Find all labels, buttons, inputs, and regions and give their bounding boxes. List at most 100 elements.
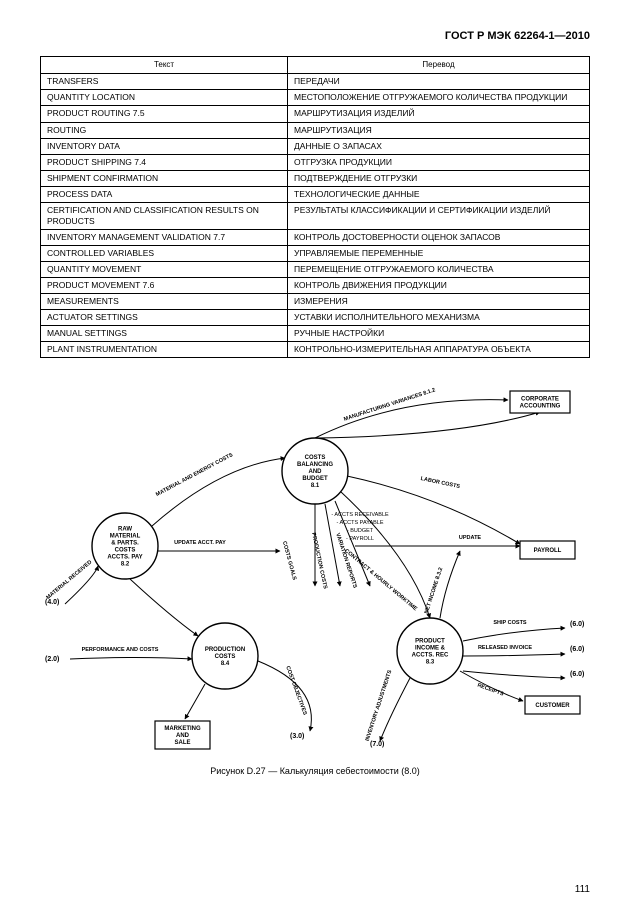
svg-text:PRODUCTION COSTS: PRODUCTION COSTS — [310, 532, 328, 590]
cell-translation: РЕЗУЛЬТАТЫ КЛАССИФИКАЦИИ И СЕРТИФИКАЦИИ … — [288, 202, 590, 229]
svg-text:COSTS GOALS: COSTS GOALS — [281, 541, 297, 582]
table-row: PROCESS DATAТЕХНОЛОГИЧЕСКИЕ ДАННЫЕ — [41, 186, 590, 202]
table-row: ROUTINGМАРШРУТИЗАЦИЯ — [41, 122, 590, 138]
svg-text:& PARTS.: & PARTS. — [111, 541, 139, 547]
cell-translation: КОНТРОЛЬНО-ИЗМЕРИТЕЛЬНАЯ АППАРАТУРА ОБЪЕ… — [288, 342, 590, 358]
svg-text:PERFORMANCE AND COSTS: PERFORMANCE AND COSTS — [82, 647, 159, 653]
svg-text:RECEIPTS: RECEIPTS — [476, 683, 504, 698]
table-row: CONTROLLED VARIABLESУПРАВЛЯЕМЫЕ ПЕРЕМЕНН… — [41, 245, 590, 261]
cell-text: QUANTITY LOCATION — [41, 90, 288, 106]
svg-text:RELEASED INVOICE: RELEASED INVOICE — [478, 645, 532, 651]
cell-text: ACTUATOR SETTINGS — [41, 310, 288, 326]
svg-text:AND: AND — [176, 733, 190, 739]
svg-text:NET INCOME 8.3.2: NET INCOME 8.3.2 — [424, 567, 445, 615]
table-row: CERTIFICATION AND CLASSIFICATION RESULTS… — [41, 202, 590, 229]
cell-translation: ОТГРУЗКА ПРОДУКЦИИ — [288, 154, 590, 170]
svg-text:8.3: 8.3 — [426, 660, 435, 666]
svg-text:INVENTORY ADJUSTMENTS: INVENTORY ADJUSTMENTS — [365, 669, 394, 742]
table-row: SHIPMENT CONFIRMATIONПОДТВЕРЖДЕНИЕ ОТГРУ… — [41, 170, 590, 186]
svg-text:(6.0): (6.0) — [570, 671, 584, 678]
cell-text: TRANSFERS — [41, 74, 288, 90]
cell-text: MANUAL SETTINGS — [41, 326, 288, 342]
col-header-text: Текст — [41, 57, 288, 74]
table-row: PRODUCT ROUTING 7.5МАРШРУТИЗАЦИЯ ИЗДЕЛИЙ — [41, 106, 590, 122]
svg-text:COSTS: COSTS — [305, 455, 326, 461]
svg-text:8.4: 8.4 — [221, 661, 230, 667]
svg-text:8.1: 8.1 — [311, 483, 320, 489]
svg-text:(2.0): (2.0) — [45, 656, 59, 663]
table-row: PRODUCT MOVEMENT 7.6КОНТРОЛЬ ДВИЖЕНИЯ ПР… — [41, 278, 590, 294]
svg-text:- BUDGET: - BUDGET — [347, 528, 374, 534]
cell-translation: ИЗМЕРЕНИЯ — [288, 294, 590, 310]
svg-text:(4.0): (4.0) — [45, 599, 59, 606]
svg-text:PRODUCTION: PRODUCTION — [205, 647, 245, 653]
svg-text:CUSTOMER: CUSTOMER — [535, 703, 570, 709]
cell-translation: ПЕРЕМЕЩЕНИЕ ОТГРУЖАЕМОГО КОЛИЧЕСТВА — [288, 261, 590, 277]
svg-text:MATERIAL AND ENERGY COSTS: MATERIAL AND ENERGY COSTS — [155, 452, 234, 498]
svg-text:SALE: SALE — [174, 740, 190, 746]
svg-text:CORPORATE: CORPORATE — [521, 397, 559, 403]
svg-text:ACCTS. REC: ACCTS. REC — [412, 653, 449, 659]
svg-text:- PAYROLL: - PAYROLL — [346, 536, 374, 542]
table-row: QUANTITY MOVEMENTПЕРЕМЕЩЕНИЕ ОТГРУЖАЕМОГ… — [41, 261, 590, 277]
table-row: INVENTORY DATAДАННЫЕ О ЗАПАСАХ — [41, 138, 590, 154]
cell-translation: ПОДТВЕРЖДЕНИЕ ОТГРУЗКИ — [288, 170, 590, 186]
document-id: ГОСТ Р МЭК 62264-1—2010 — [40, 30, 590, 42]
cell-text: ROUTING — [41, 122, 288, 138]
cell-translation: УСТАВКИ ИСПОЛНИТЕЛЬНОГО МЕХАНИЗМА — [288, 310, 590, 326]
cell-text: INVENTORY DATA — [41, 138, 288, 154]
cell-text: CERTIFICATION AND CLASSIFICATION RESULTS… — [41, 202, 288, 229]
svg-text:(7.0): (7.0) — [370, 741, 384, 748]
svg-text:MATERIAL RECEIVED: MATERIAL RECEIVED — [45, 560, 93, 602]
table-row: PRODUCT SHIPPING 7.4ОТГРУЗКА ПРОДУКЦИИ — [41, 154, 590, 170]
cell-text: QUANTITY MOVEMENT — [41, 261, 288, 277]
svg-text:COSTS: COSTS — [115, 548, 136, 554]
svg-text:MARKETING: MARKETING — [164, 726, 201, 732]
cell-translation: УПРАВЛЯЕМЫЕ ПЕРЕМЕННЫЕ — [288, 245, 590, 261]
svg-text:COST OBJECTIVES: COST OBJECTIVES — [284, 666, 307, 717]
svg-text:SHIP COSTS: SHIP COSTS — [493, 620, 527, 626]
cell-text: PRODUCT ROUTING 7.5 — [41, 106, 288, 122]
cell-text: CONTROLLED VARIABLES — [41, 245, 288, 261]
cell-translation: МАРШРУТИЗАЦИЯ — [288, 122, 590, 138]
svg-text:- ACCTS RECEIVABLE: - ACCTS RECEIVABLE — [331, 512, 389, 518]
cell-translation: ПЕРЕДАЧИ — [288, 74, 590, 90]
svg-text:LABOR COSTS: LABOR COSTS — [420, 476, 461, 490]
svg-text:RAW: RAW — [118, 527, 132, 533]
page-number: 111 — [575, 884, 590, 895]
cell-translation: ДАННЫЕ О ЗАПАСАХ — [288, 138, 590, 154]
table-row: PLANT INSTRUMENTATIONКОНТРОЛЬНО-ИЗМЕРИТЕ… — [41, 342, 590, 358]
svg-text:- ACCTS PAYABLE: - ACCTS PAYABLE — [336, 520, 383, 526]
svg-text:ACCTS. PAY: ACCTS. PAY — [107, 555, 142, 561]
svg-text:(3.0): (3.0) — [290, 733, 304, 740]
cell-text: PROCESS DATA — [41, 186, 288, 202]
svg-text:UPDATE ACCT. PAY: UPDATE ACCT. PAY — [174, 540, 226, 546]
table-row: MANUAL SETTINGSРУЧНЫЕ НАСТРОЙКИ — [41, 326, 590, 342]
svg-text:BALANCING: BALANCING — [297, 462, 333, 468]
svg-text:AND: AND — [309, 469, 323, 475]
cell-text: PRODUCT MOVEMENT 7.6 — [41, 278, 288, 294]
svg-text:PRODUCT: PRODUCT — [415, 639, 445, 645]
svg-text:(6.0): (6.0) — [570, 621, 584, 628]
svg-text:INCOME &: INCOME & — [415, 646, 446, 652]
cell-translation: КОНТРОЛЬ ДВИЖЕНИЯ ПРОДУКЦИИ — [288, 278, 590, 294]
svg-text:(6.0): (6.0) — [570, 646, 584, 653]
table-row: TRANSFERSПЕРЕДАЧИ — [41, 74, 590, 90]
cell-translation: РУЧНЫЕ НАСТРОЙКИ — [288, 326, 590, 342]
figure-caption: Рисунок D.27 — Калькуляция себестоимости… — [40, 766, 590, 776]
table-row: INVENTORY MANAGEMENT VALIDATION 7.7КОНТР… — [41, 229, 590, 245]
cell-text: INVENTORY MANAGEMENT VALIDATION 7.7 — [41, 229, 288, 245]
svg-text:UPDATE: UPDATE — [459, 535, 482, 541]
col-header-translation: Перевод — [288, 57, 590, 74]
cell-text: SHIPMENT CONFIRMATION — [41, 170, 288, 186]
table-row: ACTUATOR SETTINGSУСТАВКИ ИСПОЛНИТЕЛЬНОГО… — [41, 310, 590, 326]
cell-text: MEASUREMENTS — [41, 294, 288, 310]
table-row: QUANTITY LOCATIONМЕСТОПОЛОЖЕНИЕ ОТГРУЖАЕ… — [41, 90, 590, 106]
svg-text:8.2: 8.2 — [121, 562, 130, 568]
translation-table: Текст Перевод TRANSFERSПЕРЕДАЧИQUANTITY … — [40, 56, 590, 358]
cell-text: PRODUCT SHIPPING 7.4 — [41, 154, 288, 170]
svg-text:COSTS: COSTS — [215, 654, 236, 660]
svg-text:PAYROLL: PAYROLL — [534, 548, 562, 554]
cell-translation: МАРШРУТИЗАЦИЯ ИЗДЕЛИЙ — [288, 106, 590, 122]
svg-text:ACCOUNTING: ACCOUNTING — [520, 404, 561, 410]
